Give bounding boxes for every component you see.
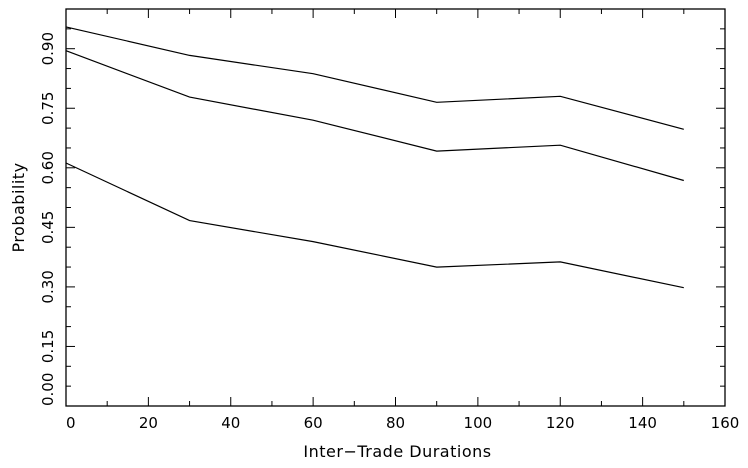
series-line-3 [65, 162, 684, 289]
x-tick-label: 140 [628, 414, 657, 432]
x-tick-label: 20 [139, 414, 158, 432]
y-tick-label: 0.15 [39, 330, 57, 363]
x-tick-label: 0 [66, 414, 76, 432]
plot-frame [65, 8, 726, 407]
y-axis-ticks: 0.00 0.15 0.30 0.45 0.60 0.75 0.90 [39, 8, 725, 407]
x-tick-label: 60 [304, 414, 323, 432]
x-axis-ticks: 0 20 40 60 80 100 120 140 160 [65, 9, 740, 432]
x-tick-label: 80 [386, 414, 405, 432]
y-tick-label: 0.90 [39, 32, 57, 65]
series-line-1 [65, 26, 684, 130]
y-tick-label: 0.60 [39, 151, 57, 184]
y-tick-label: 0.75 [39, 92, 57, 125]
x-axis-label: Inter−Trade Durations [303, 442, 491, 461]
y-tick-label: 0.00 [39, 373, 57, 406]
series-line-2 [65, 50, 684, 182]
x-tick-label: 160 [711, 414, 740, 432]
x-tick-label: 120 [546, 414, 575, 432]
x-tick-label: 100 [464, 414, 493, 432]
y-axis-label: Probability [9, 162, 28, 252]
y-tick-label: 0.45 [39, 211, 57, 244]
y-tick-label: 0.30 [39, 270, 57, 303]
x-tick-label: 40 [221, 414, 240, 432]
series-lines [65, 26, 684, 289]
